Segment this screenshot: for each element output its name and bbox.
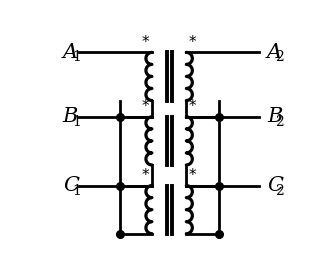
Text: 1: 1 — [72, 184, 81, 198]
Text: 2: 2 — [275, 184, 284, 198]
Text: C: C — [267, 176, 283, 195]
Text: 1: 1 — [72, 115, 81, 129]
Text: *: * — [142, 168, 149, 183]
Text: *: * — [189, 99, 197, 114]
Text: A: A — [267, 43, 282, 62]
Text: 2: 2 — [275, 50, 284, 64]
Text: *: * — [189, 35, 197, 50]
Text: *: * — [142, 35, 149, 50]
Text: A: A — [63, 43, 78, 62]
Text: 1: 1 — [72, 50, 81, 64]
Text: 2: 2 — [275, 115, 284, 129]
Text: *: * — [189, 168, 197, 183]
Text: *: * — [142, 99, 149, 114]
Text: C: C — [63, 176, 79, 195]
Text: B: B — [63, 107, 78, 126]
Text: B: B — [267, 107, 282, 126]
